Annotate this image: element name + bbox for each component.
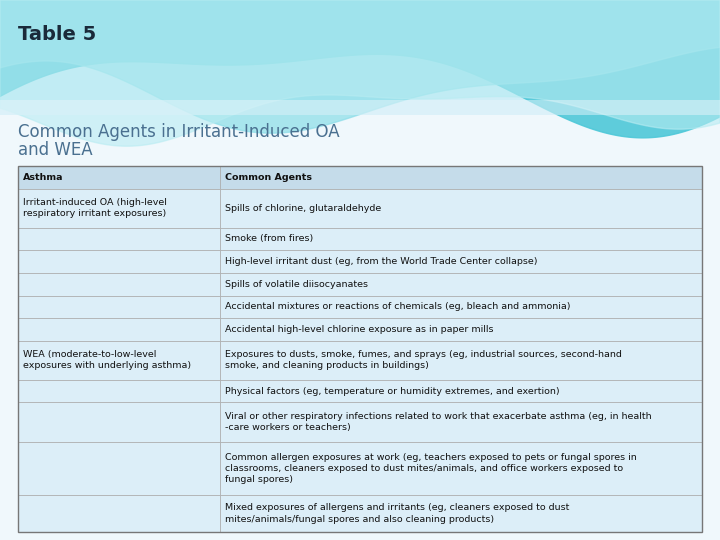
Bar — [220, 188, 702, 228]
Bar — [18, 442, 220, 495]
Text: Common Agents in Irritant-Induced OA: Common Agents in Irritant-Induced OA — [18, 123, 340, 141]
Text: Spills of chlorine, glutaraldehyde: Spills of chlorine, glutaraldehyde — [225, 204, 381, 213]
Bar — [18, 188, 220, 228]
Bar — [18, 228, 220, 251]
Text: Physical factors (eg, temperature or humidity extremes, and exertion): Physical factors (eg, temperature or hum… — [225, 387, 559, 396]
Bar — [220, 273, 702, 295]
Text: Asthma: Asthma — [23, 173, 63, 182]
Text: Accidental high-level chlorine exposure as in paper mills: Accidental high-level chlorine exposure … — [225, 325, 493, 334]
Bar — [220, 166, 702, 188]
Text: Viral or other respiratory infections related to work that exacerbate asthma (eg: Viral or other respiratory infections re… — [225, 412, 652, 432]
Bar — [0, 100, 720, 115]
Bar — [220, 495, 702, 532]
Bar — [18, 295, 220, 318]
Text: Mixed exposures of allergens and irritants (eg, cleaners exposed to dust
mites/a: Mixed exposures of allergens and irritan… — [225, 503, 569, 524]
Bar — [18, 318, 220, 341]
Polygon shape — [0, 0, 720, 146]
Polygon shape — [0, 0, 720, 133]
Text: Table 5: Table 5 — [18, 25, 96, 44]
Bar — [18, 380, 220, 402]
Bar — [0, 0, 720, 115]
Text: Common Agents: Common Agents — [225, 173, 312, 182]
Polygon shape — [0, 0, 720, 138]
Text: Common allergen exposures at work (eg, teachers exposed to pets or fungal spores: Common allergen exposures at work (eg, t… — [225, 453, 636, 484]
Bar — [220, 442, 702, 495]
Bar — [18, 495, 220, 532]
Bar — [220, 251, 702, 273]
Bar — [220, 341, 702, 380]
Bar — [220, 318, 702, 341]
Text: WEA (moderate-to-low-level
exposures with underlying asthma): WEA (moderate-to-low-level exposures wit… — [23, 350, 191, 370]
Text: Spills of volatile diisocyanates: Spills of volatile diisocyanates — [225, 280, 368, 289]
Bar — [18, 402, 220, 442]
Bar — [18, 251, 220, 273]
Bar — [220, 295, 702, 318]
Text: Exposures to dusts, smoke, fumes, and sprays (eg, industrial sources, second-han: Exposures to dusts, smoke, fumes, and sp… — [225, 350, 621, 370]
Text: High-level irritant dust (eg, from the World Trade Center collapse): High-level irritant dust (eg, from the W… — [225, 257, 537, 266]
Text: Smoke (from fires): Smoke (from fires) — [225, 234, 313, 244]
Text: and WEA: and WEA — [18, 141, 93, 159]
Bar — [18, 273, 220, 295]
Bar — [220, 228, 702, 251]
Text: Irritant-induced OA (high-level
respiratory irritant exposures): Irritant-induced OA (high-level respirat… — [23, 198, 167, 218]
Bar — [220, 380, 702, 402]
Bar — [18, 166, 702, 532]
Bar — [18, 341, 220, 380]
Bar — [18, 166, 220, 188]
Text: Accidental mixtures or reactions of chemicals (eg, bleach and ammonia): Accidental mixtures or reactions of chem… — [225, 302, 570, 312]
Bar — [220, 402, 702, 442]
